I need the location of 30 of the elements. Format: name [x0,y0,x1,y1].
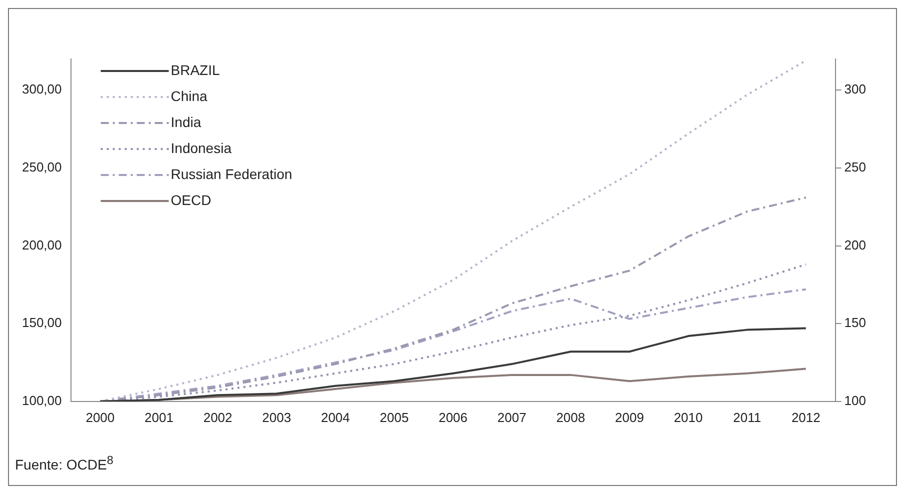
y-tick-label: 300,00 [22,82,62,97]
x-tick-label: 2001 [144,410,174,425]
y2-tick-label: 300 [844,82,866,97]
source-note: Fuente: OCDE$^{8}$ [15,454,114,473]
y2-tick-label: 100 [844,392,866,408]
x-tick-label: 2011 [733,410,762,425]
x-tick-label: 2012 [791,410,820,425]
x-tick-label: 2002 [203,410,232,425]
legend-label: OECD [170,192,212,208]
legend-label: China [170,88,208,104]
x-tick-label: 2005 [380,410,409,425]
y2-tick-label: 200 [844,237,866,252]
legend-label: Russian Federation [170,166,292,182]
x-tick-label: 2007 [497,410,526,425]
x-tick-label: 2003 [262,410,292,425]
x-tick-label: 2010 [674,410,703,425]
x-tick-label: 2009 [615,410,644,425]
legend-label: BRAZIL [170,62,220,78]
legend-label: Indonesia [170,140,232,156]
y2-tick-label: 250 [844,160,866,175]
x-tick-label: 2006 [438,410,468,425]
y-tick-label: 250,00 [22,160,62,175]
y-tick-label: 100,00 [22,392,62,408]
x-tick-label: 2000 [86,410,115,425]
y-tick-label: 200,00 [22,237,62,252]
x-tick-label: 2008 [556,410,586,425]
y2-tick-label: 150 [844,315,866,330]
legend-label: India [170,114,202,130]
x-tick-label: 2004 [320,410,350,425]
y-tick-label: 150,00 [22,315,62,330]
